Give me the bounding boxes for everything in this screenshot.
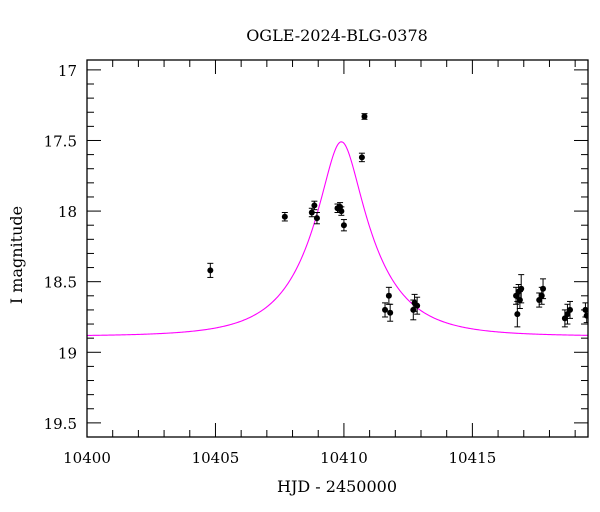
data-marker — [540, 285, 547, 292]
data-point — [358, 152, 365, 163]
data-marker — [387, 309, 394, 316]
plot-frame — [86, 59, 589, 438]
x-tick-label: 10415 — [449, 449, 497, 467]
data-point — [567, 300, 574, 319]
data-point — [361, 113, 368, 120]
data-point — [313, 211, 320, 225]
axis-ticks — [86, 60, 588, 438]
data-point — [540, 278, 547, 300]
data-point — [340, 219, 347, 232]
data-marker — [338, 208, 345, 215]
data-marker — [518, 285, 525, 292]
x-tick-label: 10410 — [320, 449, 368, 467]
data-marker — [514, 311, 521, 318]
x-tick-labels: 10400 10405 10410 10415 — [63, 449, 496, 467]
data-point — [518, 274, 525, 304]
y-tick-label: 17 — [58, 62, 77, 80]
data-marker — [358, 154, 365, 161]
data-marker — [308, 209, 315, 216]
data-marker — [538, 292, 545, 299]
data-point — [207, 262, 214, 278]
data-marker — [414, 302, 421, 309]
data-point — [281, 211, 288, 222]
data-marker — [385, 292, 392, 299]
data-point — [311, 200, 318, 211]
data-point — [387, 303, 394, 322]
data-marker — [382, 306, 389, 313]
y-tick-labels: 17 17.5 18 18.5 19 19.5 — [44, 62, 77, 433]
x-axis-label: HJD - 2450000 — [277, 477, 397, 496]
data-points — [207, 113, 588, 328]
y-axis-label: I magnitude — [7, 206, 26, 304]
data-point — [382, 302, 389, 318]
plot-area — [87, 113, 588, 336]
data-point — [583, 308, 588, 324]
data-marker — [313, 215, 320, 222]
y-tick-label: 17.5 — [44, 132, 77, 150]
data-marker — [340, 222, 347, 229]
y-tick-label: 18.5 — [44, 274, 77, 292]
model-curve — [87, 141, 588, 336]
data-marker — [311, 202, 318, 209]
data-marker — [281, 213, 288, 220]
y-tick-label: 19 — [58, 344, 77, 362]
x-tick-label: 10405 — [192, 449, 240, 467]
data-marker — [361, 113, 368, 120]
data-point — [385, 286, 392, 305]
data-point — [414, 296, 421, 315]
y-tick-label: 18 — [58, 203, 77, 221]
data-point — [338, 206, 345, 216]
x-tick-label: 10400 — [63, 449, 111, 467]
data-marker — [207, 267, 214, 274]
data-marker — [516, 297, 523, 304]
y-tick-label: 19.5 — [44, 415, 77, 433]
data-marker — [583, 312, 588, 319]
data-marker — [567, 306, 574, 313]
chart-title: OGLE-2024-BLG-0378 — [246, 26, 428, 45]
